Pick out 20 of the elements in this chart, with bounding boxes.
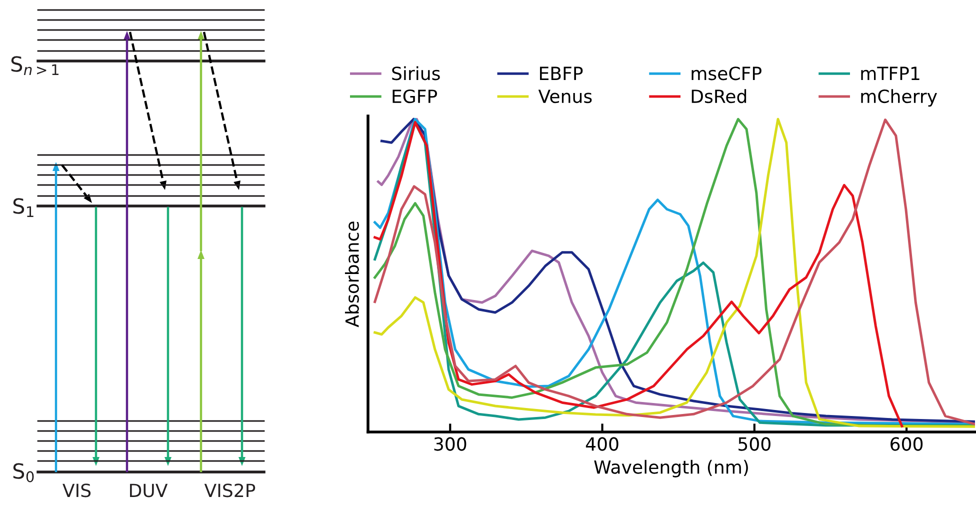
x-axis-title: Wavelength (nm) — [594, 460, 748, 478]
legend-label: EGFP — [392, 89, 438, 104]
text: DUV — [130, 484, 168, 498]
x-tick-label: 400 — [586, 437, 618, 451]
legend-label: EBFP — [540, 66, 583, 80]
legend-label: DsRed — [692, 89, 746, 104]
text: S$_{1}$ — [13, 198, 34, 218]
x-tick-label: 300 — [434, 437, 466, 451]
text: VIS — [62, 484, 91, 498]
text: S$_{n>1}$ — [11, 56, 58, 76]
legend-label: mCherry — [861, 89, 937, 107]
x-tick-label: 600 — [890, 437, 923, 451]
legend-label: mTFP1 — [861, 66, 920, 80]
legend-label: Venus — [538, 90, 592, 104]
x-tick-label: 500 — [738, 437, 770, 451]
legend-label: mseCFP — [692, 66, 762, 80]
text: S$_{0}$ — [13, 463, 34, 482]
text: VIS2P — [204, 484, 256, 498]
legend-label: Sirius — [392, 66, 440, 80]
y-axis-title: Absorbance — [344, 222, 359, 328]
